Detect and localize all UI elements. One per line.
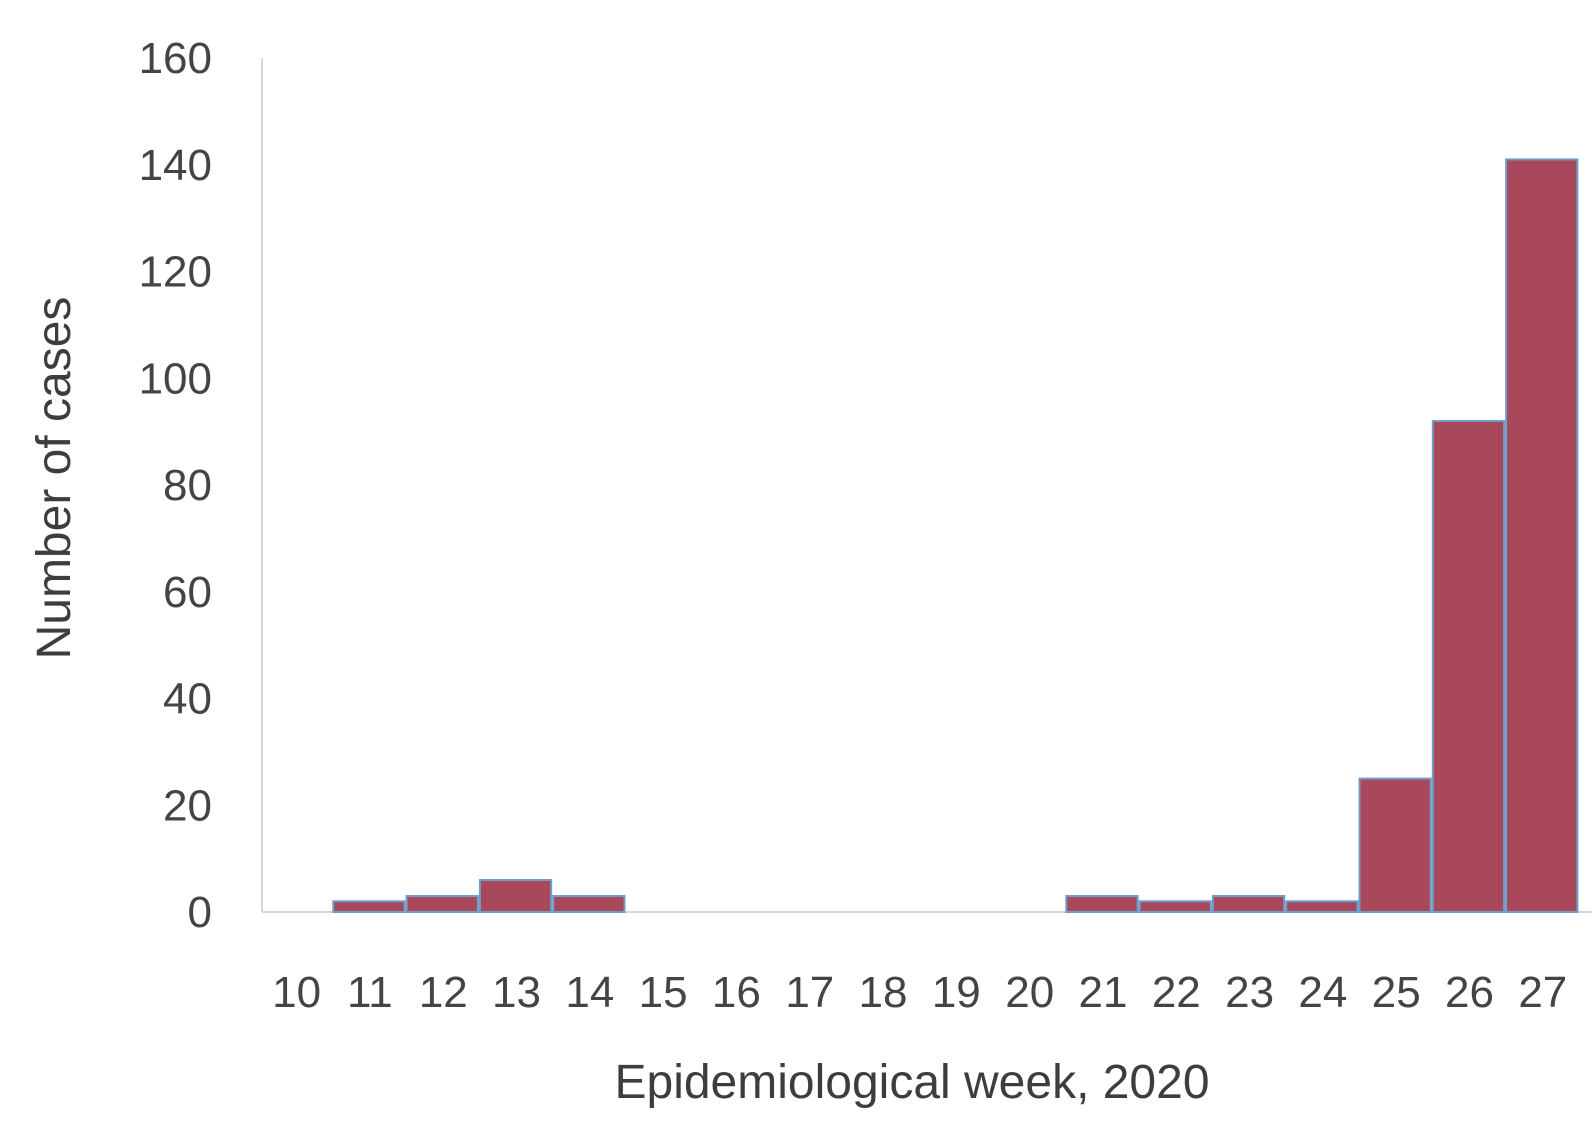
x-tick-label: 15 bbox=[639, 968, 688, 1017]
y-tick-labels: 0 20 40 60 80 100 120 140 160 bbox=[139, 34, 212, 937]
y-tick-label: 80 bbox=[163, 461, 212, 510]
bar-week-23 bbox=[1211, 895, 1286, 913]
bar-week-11 bbox=[332, 900, 406, 913]
x-tick-label: 14 bbox=[565, 968, 614, 1017]
x-tick-label: 24 bbox=[1298, 968, 1347, 1017]
x-tick-label: 13 bbox=[492, 968, 541, 1017]
x-tick-label: 27 bbox=[1518, 968, 1567, 1017]
x-tick-labels: 10 11 12 13 14 15 16 17 18 19 20 21 22 23 24 25 26 27 bbox=[272, 968, 1567, 1017]
bar-week-27 bbox=[1505, 158, 1579, 913]
x-tick-label: 20 bbox=[1005, 968, 1054, 1017]
y-tick-label: 160 bbox=[139, 34, 212, 83]
y-tick-label: 20 bbox=[163, 781, 212, 830]
x-tick-label: 22 bbox=[1152, 968, 1201, 1017]
y-tick-label: 120 bbox=[139, 248, 212, 297]
x-axis-title: Epidemiological week, 2020 bbox=[614, 1056, 1209, 1109]
x-tick-label: 21 bbox=[1079, 968, 1128, 1017]
x-tick-label: 19 bbox=[932, 968, 981, 1017]
y-tick-label: 140 bbox=[139, 141, 212, 190]
y-tick-label: 60 bbox=[163, 568, 212, 617]
bar-week-26 bbox=[1431, 420, 1506, 913]
y-tick-label: 100 bbox=[139, 354, 212, 403]
bar-week-12 bbox=[405, 895, 479, 913]
x-tick-label: 10 bbox=[272, 968, 321, 1017]
x-tick-label: 12 bbox=[419, 968, 468, 1017]
y-tick-label: 40 bbox=[163, 675, 212, 724]
x-tick-label: 18 bbox=[859, 968, 908, 1017]
x-tick-label: 16 bbox=[712, 968, 761, 1017]
bar-week-24 bbox=[1285, 900, 1359, 913]
x-tick-label: 26 bbox=[1445, 968, 1494, 1017]
bars bbox=[332, 158, 1579, 913]
x-tick-label: 23 bbox=[1225, 968, 1274, 1017]
bar-week-21 bbox=[1065, 895, 1139, 913]
y-axis-title: Number of cases bbox=[28, 297, 81, 660]
bar-week-22 bbox=[1138, 900, 1212, 913]
bar-week-14 bbox=[552, 895, 626, 913]
bar-week-25 bbox=[1358, 777, 1432, 913]
x-tick-label: 25 bbox=[1372, 968, 1421, 1017]
x-tick-label: 17 bbox=[785, 968, 834, 1017]
x-tick-label: 11 bbox=[347, 968, 393, 1017]
y-tick-label: 0 bbox=[188, 888, 212, 937]
bar-week-13 bbox=[478, 879, 553, 913]
